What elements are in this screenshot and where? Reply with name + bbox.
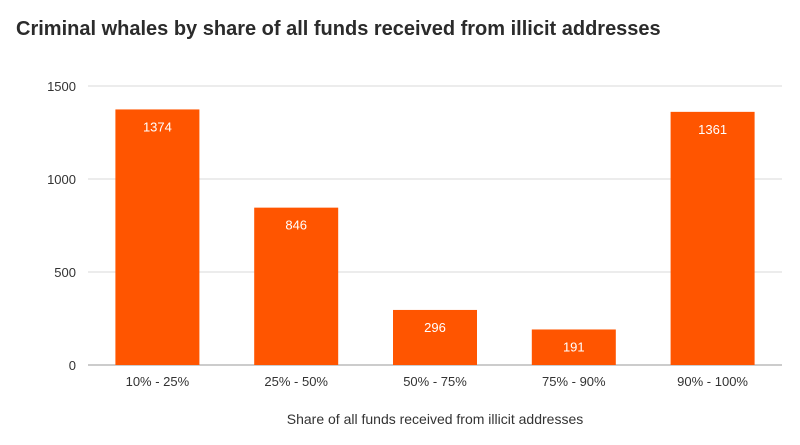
y-tick-label: 500 [54, 265, 76, 280]
x-tick-label: 25% - 50% [264, 374, 328, 389]
data-label: 1361 [698, 122, 727, 137]
bar [254, 207, 339, 365]
data-label: 846 [285, 218, 307, 233]
x-axis-ticks: 10% - 25% 25% - 50% 50% - 75% 75% - 90% 90% … [126, 374, 749, 389]
y-tick-label: 1500 [47, 79, 76, 94]
x-axis-title: Share of all funds received from illicit… [287, 411, 583, 427]
x-tick-label: 75% - 90% [542, 374, 606, 389]
x-tick-label: 10% - 25% [126, 374, 190, 389]
bar [531, 329, 616, 365]
bars: 1374 846 296 191 1361 [115, 109, 755, 365]
data-label: 191 [563, 339, 585, 354]
bar [115, 109, 200, 365]
y-tick-label: 1000 [47, 172, 76, 187]
bar [393, 309, 477, 365]
bar [670, 111, 755, 365]
data-label: 1374 [143, 119, 172, 134]
chart-title: Criminal whales by share of all funds re… [16, 18, 661, 40]
y-axis-ticks: 0 500 1000 1500 [47, 79, 76, 373]
y-tick-label: 0 [69, 358, 76, 373]
x-tick-label: 50% - 75% [403, 374, 467, 389]
data-label: 296 [424, 320, 446, 335]
x-tick-label: 90% - 100% [677, 374, 748, 389]
